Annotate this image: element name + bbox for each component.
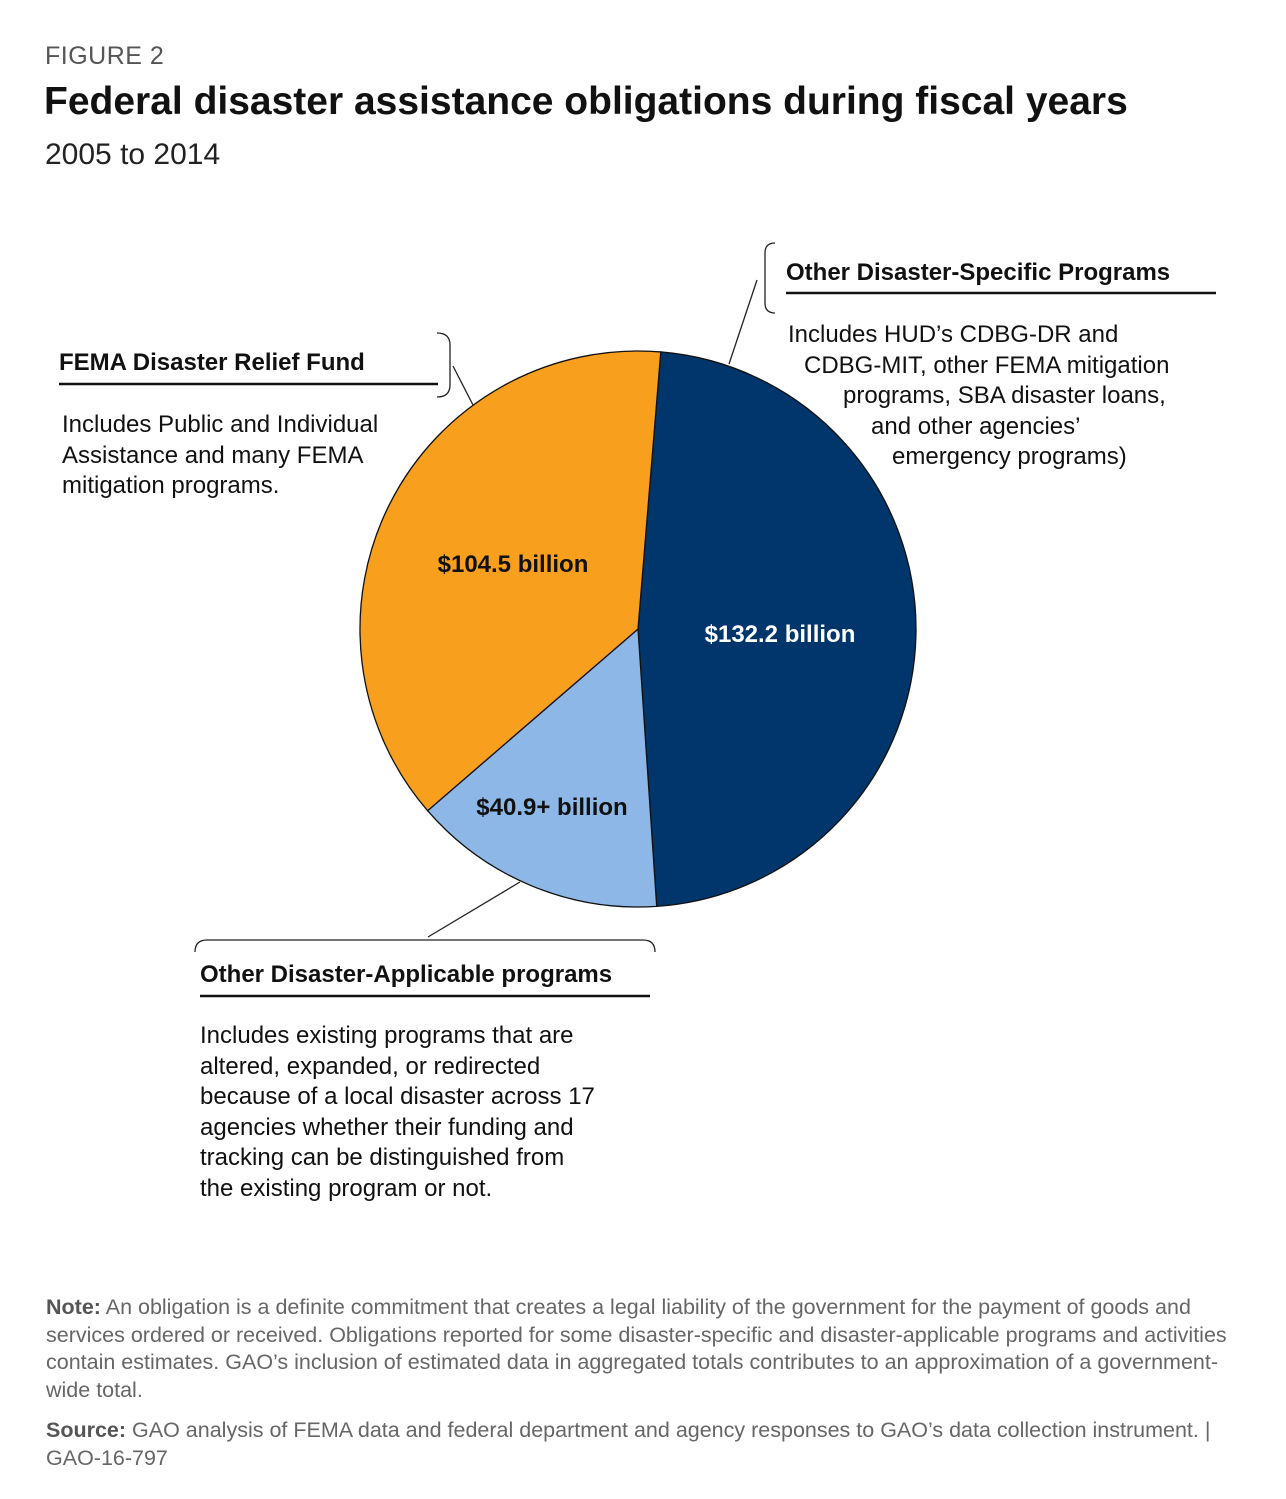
- source-text: GAO analysis of FEMA data and federal de…: [46, 1418, 1211, 1470]
- title-underlines: [59, 291, 1216, 998]
- bracket-specific: [764, 242, 776, 314]
- callout-text-line: Includes existing programs that are: [200, 1022, 574, 1049]
- callout-text-line: because of a local disaster across 17: [200, 1083, 595, 1110]
- slice-value-label: $104.5 billion: [438, 551, 589, 578]
- callout-text-line: emergency programs): [892, 443, 1127, 470]
- callout-text-line: Includes Public and Individual: [62, 411, 379, 438]
- callout-text-line: mitigation programs.: [62, 472, 280, 499]
- callout-title-specific: Other Disaster-Specific Programs: [786, 259, 1171, 286]
- pie-slice: [637, 351, 917, 908]
- bracket-applicable: [194, 939, 656, 953]
- callout-text-line: Assistance and many FEMA: [62, 441, 364, 469]
- callout-text-line: CDBG-MIT, other FEMA mitigation: [804, 351, 1170, 379]
- callout-title-fema: FEMA Disaster Relief Fund: [59, 349, 365, 376]
- callout-text-line: agencies whether their funding and: [200, 1113, 574, 1141]
- leader-line-applicable: [427, 881, 521, 938]
- leader-line-fema: [452, 365, 474, 406]
- source-label: Source:: [46, 1418, 127, 1442]
- callout-text-line: tracking can be distinguished from: [200, 1144, 565, 1171]
- callout-lines: [194, 242, 776, 953]
- callout-text-line: programs, SBA disaster loans,: [843, 382, 1166, 409]
- callout-title-applicable: Other Disaster-Applicable programs: [200, 961, 613, 988]
- figure-label: FIGURE 2: [45, 42, 165, 70]
- slice-value-label: $40.9+ billion: [476, 794, 627, 821]
- note-label: Note:: [46, 1295, 101, 1319]
- note-text: An obligation is a definite commitment t…: [46, 1295, 1227, 1402]
- callout-text-line: Includes HUD’s CDBG-DR and: [788, 321, 1119, 348]
- slice-value-label: $132.2 billion: [705, 621, 856, 648]
- callout-text-line: the existing program or not.: [200, 1174, 493, 1202]
- pie-slice: [359, 350, 662, 812]
- chart-subtitle: 2005 to 2014: [45, 138, 221, 171]
- leader-line-specific: [728, 279, 758, 365]
- bracket-fema: [436, 332, 451, 398]
- callout-text-line: and other agencies’: [871, 412, 1081, 440]
- pie-slice: [426, 627, 658, 908]
- callout-text-line: altered, expanded, or redirected: [200, 1052, 541, 1080]
- note: Note: An obligation is a definite commit…: [46, 1294, 1246, 1404]
- source: Source: GAO analysis of FEMA data and fe…: [46, 1417, 1246, 1472]
- chart-title: Federal disaster assistance obligations …: [44, 80, 1128, 123]
